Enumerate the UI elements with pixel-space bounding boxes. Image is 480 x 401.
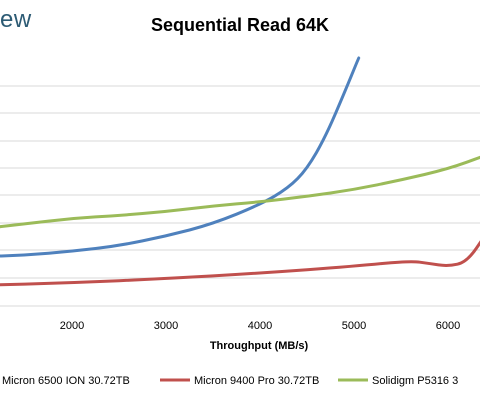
legend-label-0: Micron 6500 ION 30.72TB [2,375,130,387]
legend: Micron 6500 ION 30.72TB Micron 9400 Pro 3… [2,375,458,387]
chart-title: Sequential Read 64K [151,15,329,35]
x-tick-label: 6000 [436,320,460,332]
series-line-1 [0,240,480,287]
x-axis-title: Throughput (MB/s) [210,340,309,352]
x-tick-label: 3000 [154,320,178,332]
x-tick-label: 5000 [342,320,366,332]
legend-label-1: Micron 9400 Pro 30.72TB [194,375,319,387]
gridlines [0,85,480,307]
legend-label-2: Solidigm P5316 3 [372,375,458,387]
series-line-2 [0,155,480,229]
x-tick-label: 4000 [248,320,272,332]
series-line-0 [0,56,361,258]
brand-logo-text: ew [0,6,32,33]
series-lines [0,56,480,287]
x-tick-label: 2000 [60,320,84,332]
x-axis-ticks: 2000 3000 4000 5000 6000 [60,320,460,332]
